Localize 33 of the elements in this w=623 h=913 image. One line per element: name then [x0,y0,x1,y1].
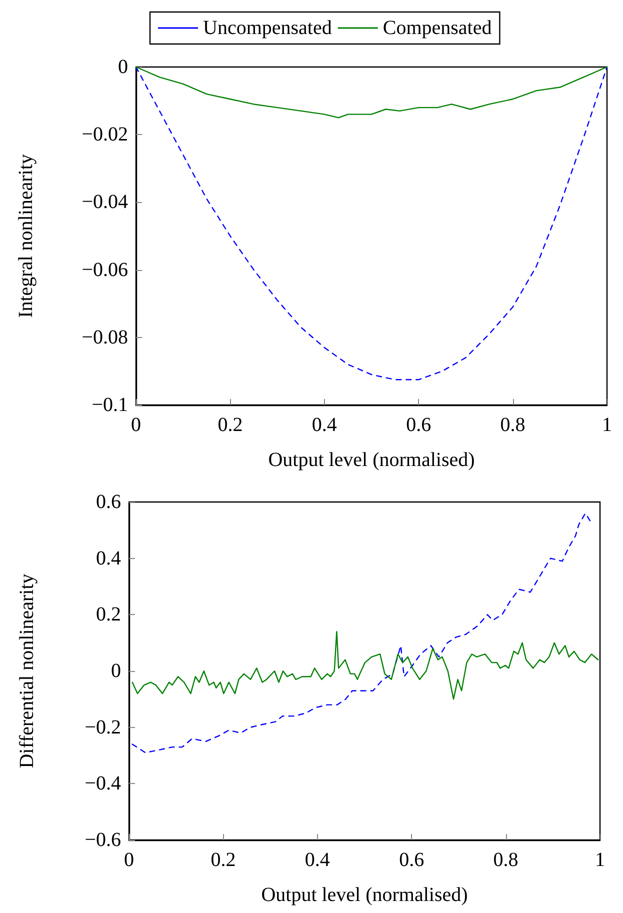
x-tick-label: 0.4 [312,414,337,436]
x-tick-label: 0.8 [493,849,518,871]
y-tick-label: −0.04 [82,191,128,214]
x-tick-label: 0.4 [304,849,330,871]
x-axis-title: Output level (normalised) [268,449,475,471]
x-tick-label: 0.6 [399,849,424,871]
y-tick-label: 0.4 [96,547,121,570]
y-tick-label: −0.06 [82,258,128,281]
legend-label: Uncompensated [203,17,332,39]
y-tick-label: −0.1 [92,394,128,416]
y-tick-label: −0.02 [82,124,128,146]
y-axis-title: Integral nonlinearity [15,154,37,318]
x-tick-label: 1 [602,414,612,436]
y-tick-label: −0.2 [84,716,121,738]
x-tick-label: 1 [595,849,605,871]
y-axis-title: Differential nonlinearity [16,574,38,768]
x-tick-label: 0.2 [210,849,236,871]
x-tick-label: 0.6 [406,414,432,436]
y-tick-label: −0.4 [84,772,121,795]
x-tick-label: 0.8 [500,414,526,436]
legend-label: Compensated [382,17,492,39]
y-tick-label: 0 [118,56,128,78]
x-axis-title: Output level (normalised) [261,884,468,906]
line-series [135,66,608,118]
y-tick-label: 0.2 [96,604,121,626]
y-tick-label: −0.08 [82,326,128,348]
y-tick-label: 0 [111,660,121,682]
line-series [135,66,608,380]
y-tick-label: −0.6 [84,829,121,851]
line-series [132,512,592,754]
x-tick-label: 0.2 [218,414,243,436]
y-tick-label: 0.6 [96,491,121,513]
line-series [132,630,599,700]
